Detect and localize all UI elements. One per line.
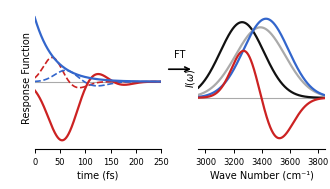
X-axis label: time (fs): time (fs) xyxy=(77,170,118,180)
X-axis label: Wave Number (cm⁻¹): Wave Number (cm⁻¹) xyxy=(210,170,314,180)
Y-axis label: Response Function: Response Function xyxy=(22,33,32,124)
Text: FT: FT xyxy=(174,50,185,60)
Y-axis label: $I(\omega)$: $I(\omega)$ xyxy=(184,69,197,88)
